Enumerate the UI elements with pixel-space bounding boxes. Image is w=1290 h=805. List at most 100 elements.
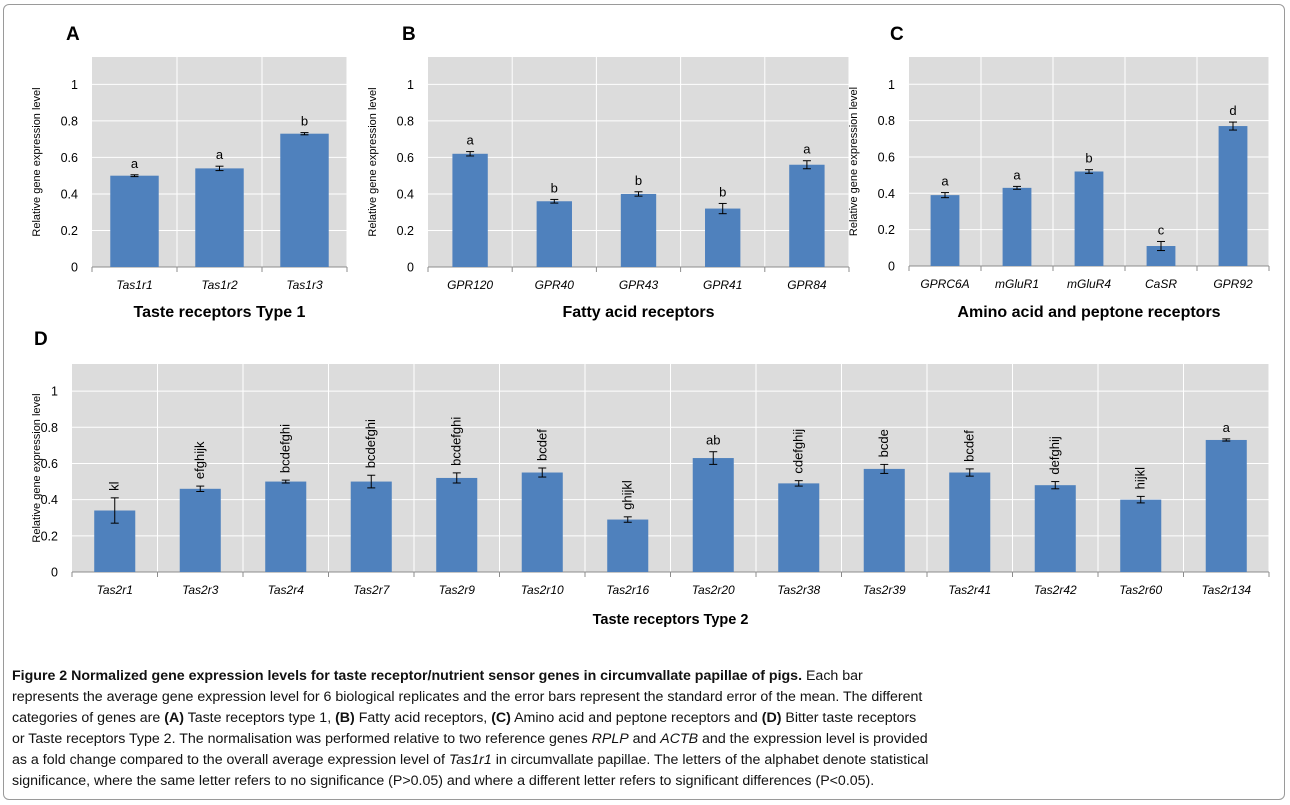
x-tick-label: Tas1r1 <box>116 278 152 292</box>
y-axis-label: Relative gene expression level <box>367 87 379 236</box>
caption-text: Bitter taste receptors <box>781 710 917 726</box>
chart-panel-b: 0 0.2 0.4 0.6 0.8 1 Relative gene expression l… <box>367 24 850 321</box>
caption-text: RPLP <box>591 731 629 747</box>
caption-line: as a fold change compared to the overall… <box>12 750 1274 771</box>
y-tick-label: 0.6 <box>878 150 895 164</box>
x-tick-label: GPR41 <box>703 278 742 292</box>
y-tick-label: 0.6 <box>41 457 58 471</box>
x-tick-label: Tas2r38 <box>777 583 820 597</box>
significance-label: hijkl <box>1133 467 1148 490</box>
caption-line: or Taste receptors Type 2. The normalisa… <box>12 729 1274 750</box>
bar-GPR40 <box>536 201 572 267</box>
caption-line: categories of genes are (A) Taste recept… <box>12 708 1274 729</box>
chart-panel-a: 0 0.2 0.4 0.6 0.8 1 Relative gene expression l… <box>31 24 348 321</box>
significance-label: bcdef <box>962 430 977 462</box>
y-tick-label: 0 <box>51 566 58 580</box>
caption-text: Taste receptors type 1, <box>183 710 336 726</box>
bar-Tas2r4 <box>265 481 307 572</box>
significance-label: b <box>1085 151 1092 166</box>
bar-GPR41 <box>705 208 741 267</box>
significance-label: cdefghij <box>791 429 806 474</box>
y-tick-label: 0.8 <box>41 421 58 435</box>
x-tick-label: GPR92 <box>1213 277 1253 291</box>
x-axis-title: Fatty acid receptors <box>562 304 714 321</box>
x-tick-label: GPRC6A <box>920 277 969 291</box>
significance-label: ghijkl <box>620 480 635 510</box>
significance-label: bcdefghi <box>278 424 293 473</box>
caption-text: categories of genes are <box>12 710 165 726</box>
bar-Tas2r42 <box>1034 485 1076 572</box>
y-tick-label: 0.8 <box>397 114 414 128</box>
significance-label: bcdefghi <box>363 419 378 468</box>
x-tick-label: Tas1r3 <box>286 278 323 292</box>
x-tick-label: Tas2r1 <box>97 583 133 597</box>
panel-letter: D <box>34 329 48 350</box>
x-axis-title: Taste receptors Type 2 <box>593 612 749 628</box>
x-tick-label: Tas2r10 <box>521 583 564 597</box>
panel-letter: A <box>66 24 80 45</box>
significance-label: ab <box>706 433 720 448</box>
bar-Tas2r60 <box>1120 499 1162 572</box>
x-tick-label: GPR40 <box>535 278 575 292</box>
significance-label: a <box>803 142 811 157</box>
chart-panel-c: 0 0.2 0.4 0.6 0.8 1 Relative gene expression l… <box>848 24 1270 321</box>
x-tick-label: mGluR4 <box>1067 277 1111 291</box>
bar-Tas1r1 <box>110 175 159 267</box>
caption-text: Tas1r1 <box>448 752 492 768</box>
y-tick-label: 0.4 <box>397 187 414 201</box>
bar-Tas2r9 <box>436 477 478 572</box>
bar-GPR43 <box>620 193 657 267</box>
significance-label: efghijk <box>192 441 207 479</box>
caption-text: significance, where the same letter refe… <box>12 773 875 789</box>
panel-letter: B <box>402 24 416 45</box>
y-tick-label: 1 <box>407 78 414 92</box>
figure-caption: Figure 2 Normalized gene expression leve… <box>12 666 1274 792</box>
bar-Tas1r2 <box>195 168 244 267</box>
significance-label: a <box>216 147 224 162</box>
bar-Tas2r16 <box>607 519 649 572</box>
x-axis-title: Taste receptors Type 1 <box>134 304 306 321</box>
bar-Tas2r7 <box>350 481 392 572</box>
x-tick-label: Tas2r134 <box>1201 583 1251 597</box>
caption-text: in circumvallate papillae. The letters o… <box>491 752 929 768</box>
y-tick-label: 0.4 <box>41 493 58 507</box>
bar-Tas2r134 <box>1205 439 1247 572</box>
significance-label: d <box>1229 103 1236 118</box>
x-tick-label: Tas2r3 <box>182 583 219 597</box>
caption-title: Figure 2 Normalized gene expression leve… <box>12 668 803 684</box>
y-tick-label: 0.6 <box>61 151 78 165</box>
bar-GPR84 <box>789 164 825 267</box>
caption-line: represents the average gene expression l… <box>12 687 1274 708</box>
significance-label: bcdefghi <box>449 417 464 466</box>
caption-line: significance, where the same letter refe… <box>12 771 1274 792</box>
y-tick-label: 0.2 <box>878 223 895 237</box>
bar-Tas2r3 <box>179 488 221 572</box>
y-tick-label: 1 <box>51 385 58 399</box>
caption-text: (D) <box>761 710 782 726</box>
bar-Tas2r41 <box>949 472 991 572</box>
x-axis-title: Amino acid and peptone receptors <box>957 304 1220 321</box>
bar-Tas1r3 <box>280 133 329 267</box>
bar-Tas2r20 <box>692 458 734 572</box>
significance-label: kl <box>107 481 122 491</box>
figure-frame <box>3 4 1285 800</box>
caption-text: ACTB <box>660 731 699 747</box>
caption-text: or Taste receptors Type 2. The normalisa… <box>12 731 592 747</box>
x-tick-label: Tas2r4 <box>268 583 305 597</box>
significance-label: b <box>719 184 726 199</box>
y-tick-label: 0 <box>71 261 78 275</box>
caption-text: Fatty acid receptors, <box>354 710 492 726</box>
x-tick-label: Tas2r16 <box>606 583 649 597</box>
x-tick-label: Tas2r9 <box>439 583 476 597</box>
caption-text: Amino acid and peptone receptors and <box>510 710 762 726</box>
caption-text: and <box>628 731 661 747</box>
y-tick-label: 0.2 <box>41 529 58 543</box>
y-tick-label: 1 <box>71 78 78 92</box>
significance-label: a <box>466 133 474 148</box>
y-tick-label: 0.2 <box>61 224 78 238</box>
bar-GPR92 <box>1218 126 1248 266</box>
y-tick-label: 1 <box>888 78 895 92</box>
y-tick-label: 0.4 <box>878 187 895 201</box>
x-tick-label: CaSR <box>1145 277 1177 291</box>
significance-label: b <box>551 180 558 195</box>
